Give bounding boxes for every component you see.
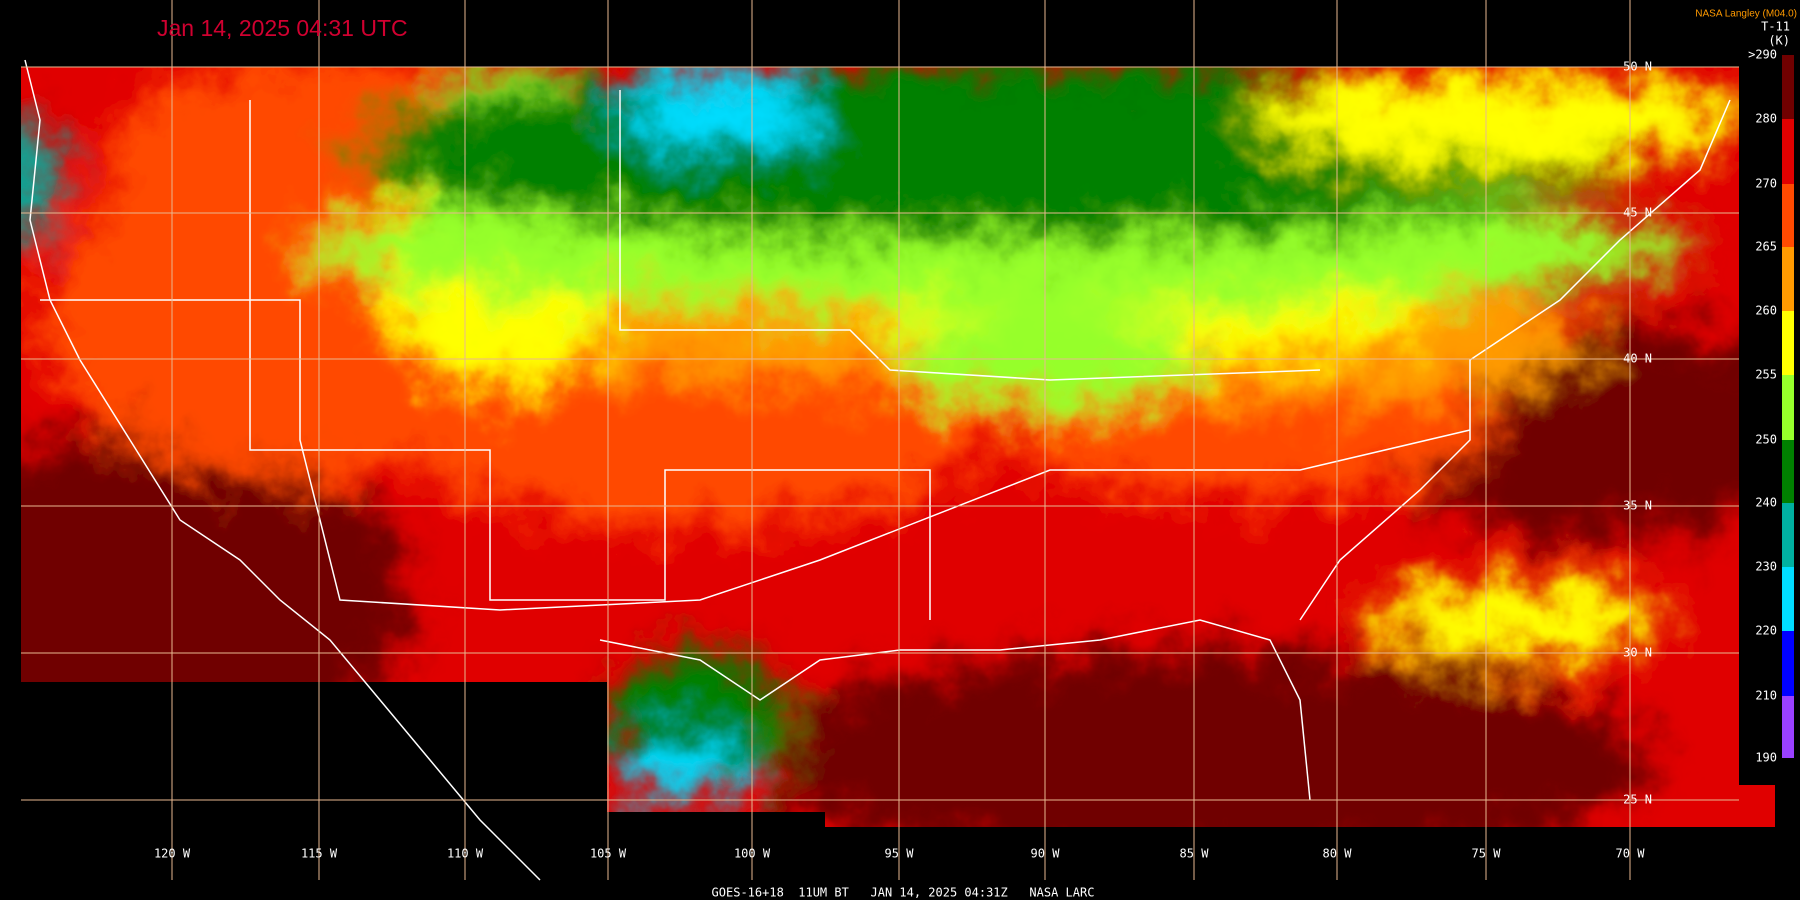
colorbar-segment [1782,247,1794,311]
colorbar-label: 230 [1755,560,1777,574]
colorbar-label: 220 [1755,624,1777,638]
longitude-label: 75 W [1472,847,1502,861]
footer: GOES-16+18 11UM BT JAN 14, 2025 04:31Z N… [712,886,1095,900]
colorbar-unit: (K) [1768,34,1790,48]
colorbar-label: 250 [1755,433,1777,447]
colorbar-segment [1782,55,1794,119]
coastlines [24,59,1731,881]
colorbar-segment [1782,567,1794,631]
latitude-label: 50 N [1623,60,1652,74]
colorbar-label: >290 [1748,48,1777,62]
colorbar-label: 255 [1755,368,1777,382]
longitude-label: 70 W [1616,847,1646,861]
longitude-label: 90 W [1031,847,1061,861]
colorbar-segment [1782,119,1794,184]
colorbar-segment [1782,696,1794,758]
colorbar-label: 240 [1755,496,1777,510]
colorbar-label: 210 [1755,689,1777,703]
latitude-label: 25 N [1623,793,1652,807]
colorbar-label: 190 [1755,751,1777,765]
colorbar: >290 280 270 265 260 255 250 240 230 220 210 190 [1748,48,1794,765]
longitude-label: 95 W [885,847,915,861]
colorbar-segment [1782,184,1794,247]
colorbar-segment [1782,503,1794,567]
longitude-label: 105 W [590,847,627,861]
latitude-label: 40 N [1623,352,1652,366]
timestamp-title: Jan 14, 2025 04:31 UTC [157,15,408,41]
longitude-label: 85 W [1180,847,1210,861]
colorbar-segment [1782,375,1794,440]
colorbar-segment [1782,311,1794,375]
longitude-label: 120 W [154,847,191,861]
longitude-label: 115 W [301,847,338,861]
colorbar-label: 265 [1755,240,1777,254]
colorbar-segment [1782,440,1794,503]
colorbar-title: T-11 [1761,20,1790,34]
longitude-label: 110 W [447,847,484,861]
latitude-label: 45 N [1623,206,1652,220]
latitude-label: 35 N [1623,499,1652,513]
colorbar-label: 280 [1755,112,1777,126]
longitude-label: 100 W [734,847,771,861]
latitude-label: 30 N [1623,646,1652,660]
colorbar-segment [1782,631,1794,696]
longitude-label: 80 W [1323,847,1353,861]
colorbar-label: 270 [1755,177,1777,191]
colorbar-label: 260 [1755,304,1777,318]
credit: NASA Langley (M04.0) [1695,9,1797,20]
lat-lon-grid: 50 N 45 N 40 N 35 N 30 N 25 N 120 W 115 W 110 W 1… [21,0,1739,880]
